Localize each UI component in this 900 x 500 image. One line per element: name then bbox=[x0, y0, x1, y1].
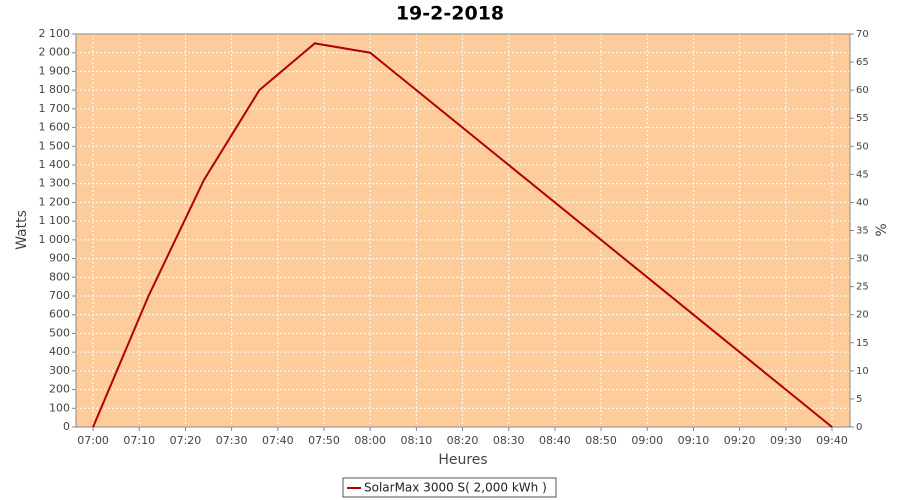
y-tick-label: 1 200 bbox=[39, 195, 71, 208]
y2-tick-label: 5 bbox=[856, 394, 862, 405]
y-tick-label: 1 900 bbox=[39, 64, 71, 77]
y-tick-label: 800 bbox=[49, 270, 70, 283]
x-tick-label: 09:10 bbox=[678, 434, 710, 447]
legend-label: SolarMax 3000 S( 2,000 kWh ) bbox=[364, 481, 547, 495]
y2-tick-label: 65 bbox=[856, 57, 869, 68]
y2-tick-label: 60 bbox=[856, 85, 869, 96]
legend-box bbox=[342, 477, 557, 498]
x-tick-label: 07:30 bbox=[216, 434, 248, 447]
y-tick-label: 600 bbox=[49, 308, 70, 321]
x-tick-label: 08:10 bbox=[401, 434, 433, 447]
y2-tick-label: 35 bbox=[856, 226, 869, 237]
y-tick-label: 900 bbox=[49, 252, 70, 265]
y2-tick-label: 45 bbox=[856, 169, 869, 180]
y-tick-label: 0 bbox=[63, 420, 70, 433]
y-tick-label: 300 bbox=[49, 364, 70, 377]
y2-axis-title: % bbox=[874, 223, 890, 236]
x-tick-label: 08:50 bbox=[585, 434, 617, 447]
y2-tick-label: 55 bbox=[856, 113, 869, 124]
y-tick-label: 200 bbox=[49, 383, 70, 396]
y-tick-label: 1 100 bbox=[39, 214, 71, 227]
y-axis-title: Watts bbox=[14, 210, 30, 250]
x-tick-label: 07:50 bbox=[308, 434, 340, 447]
y-tick-label: 1 500 bbox=[39, 139, 71, 152]
y-tick-label: 1 300 bbox=[39, 177, 71, 190]
y2-tick-label: 70 bbox=[856, 29, 869, 40]
y-tick-label: 700 bbox=[49, 289, 70, 302]
y-tick-label: 1 700 bbox=[39, 102, 71, 115]
y2-tick-label: 10 bbox=[856, 366, 869, 377]
x-tick-label: 07:20 bbox=[170, 434, 202, 447]
x-tick-label: 09:20 bbox=[724, 434, 756, 447]
x-tick-label: 08:20 bbox=[447, 434, 479, 447]
x-tick-label: 07:40 bbox=[262, 434, 294, 447]
x-tick-label: 07:00 bbox=[77, 434, 109, 447]
x-tick-label: 08:40 bbox=[539, 434, 571, 447]
y2-tick-label: 0 bbox=[856, 422, 862, 433]
y2-tick-label: 30 bbox=[856, 254, 869, 265]
y2-tick-label: 40 bbox=[856, 197, 869, 208]
x-tick-label: 08:30 bbox=[493, 434, 525, 447]
y2-tick-label: 50 bbox=[856, 141, 869, 152]
x-tick-label: 07:10 bbox=[123, 434, 155, 447]
y-tick-label: 1 000 bbox=[39, 233, 71, 246]
x-axis-title: Heures bbox=[438, 452, 487, 468]
x-tick-label: 09:40 bbox=[816, 434, 848, 447]
y-tick-label: 400 bbox=[49, 345, 70, 358]
chart-title: 19-2-2018 bbox=[396, 3, 504, 25]
y-tick-label: 1 400 bbox=[39, 158, 71, 171]
plot-border bbox=[75, 33, 851, 428]
x-tick-label: 08:00 bbox=[354, 434, 386, 447]
y-tick-label: 500 bbox=[49, 326, 70, 339]
x-tick-label: 09:00 bbox=[631, 434, 663, 447]
y2-tick-label: 15 bbox=[856, 338, 869, 349]
y2-tick-label: 20 bbox=[856, 310, 869, 321]
y-tick-label: 1 600 bbox=[39, 121, 71, 134]
line-series bbox=[92, 42, 833, 428]
y-tick-label: 1 800 bbox=[39, 83, 71, 96]
y-tick-label: 2 000 bbox=[39, 46, 71, 59]
x-tick-label: 09:30 bbox=[770, 434, 802, 447]
y-tick-label: 100 bbox=[49, 401, 70, 414]
y2-tick-label: 25 bbox=[856, 282, 869, 293]
y-tick-label: 2 100 bbox=[39, 27, 71, 40]
